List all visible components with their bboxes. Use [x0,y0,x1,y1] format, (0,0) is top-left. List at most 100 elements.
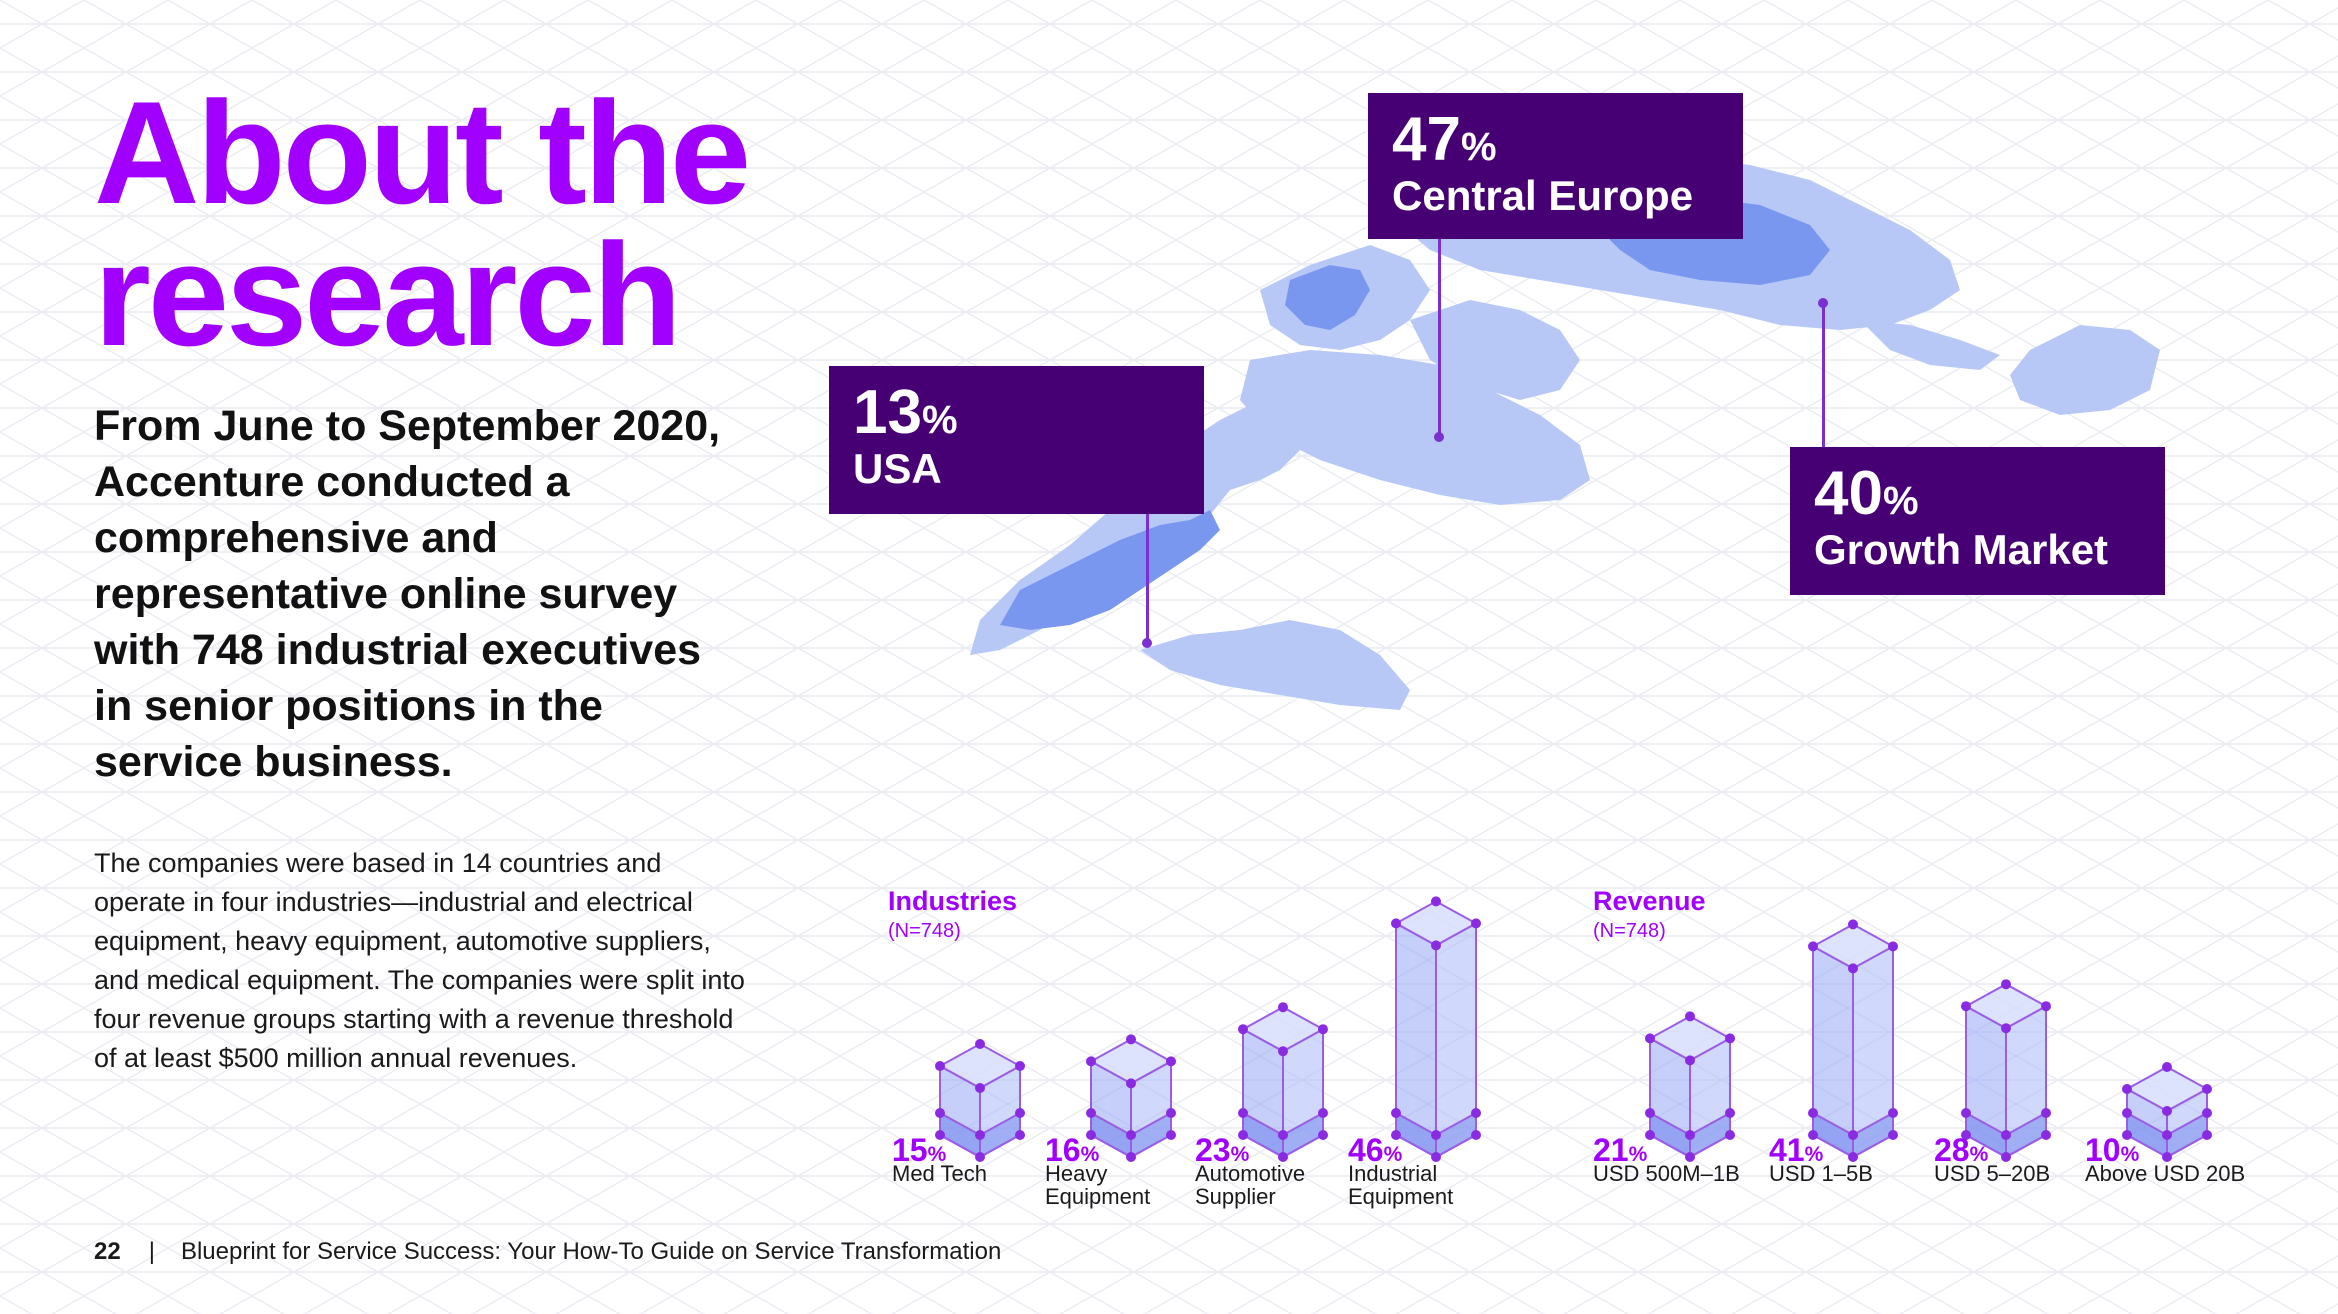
industries-bar-1-vertex-1 [1126,1034,1136,1045]
industries-bar-3-vertex-3 [1431,940,1441,951]
industries-bar-0-vertex-0 [935,1061,945,1071]
revenue-bar-3-vertex-0 [2122,1084,2132,1094]
leader-growth-market [1822,300,1825,450]
revenue-bar-1-vertex-6 [1848,1152,1858,1162]
footer-text: Blueprint for Service Success: Your How-… [180,1238,1002,1265]
industries-sample-size: (N=748) [888,920,961,942]
revenue-bar-3-vertex-4 [2122,1130,2132,1140]
map-central-europe [1285,265,1370,330]
industries-bar-3-vertex-8 [1471,1108,1481,1118]
callout-growth-market: 40% Growth Market [1790,447,2165,595]
footer-separator: | [148,1238,155,1265]
revenue-bar-0-vertex-9 [1685,1130,1695,1140]
revenue-bar-3-vertex-7 [2122,1108,2132,1118]
industries-bar-3-vertex-4 [1391,1130,1401,1140]
page-title: About the research [94,71,751,368]
revenue-label-0: USD 500M–1B [1593,1161,1740,1186]
industries-bar-2-vertex-8 [1318,1108,1328,1118]
footer: 22 | Blueprint for Service Success: Your H… [94,1238,1001,1266]
industries-bar-1-vertex-4 [1086,1130,1096,1140]
callout-usa-label: USA [853,445,942,492]
industries-label-1: Heavy Equipment [1045,1161,1151,1209]
leader-dot-central-europe [1434,432,1444,442]
industries-bar-0-vertex-4 [935,1130,945,1140]
revenue-bar-3-vertex-9 [2162,1130,2172,1140]
revenue-bar-2-vertex-8 [2041,1108,2051,1118]
industries-bar-0-vertex-5 [1015,1130,1025,1140]
revenue-value-2: 28% [1934,1132,1989,1168]
callout-growth-market-label: Growth Market [1814,526,2109,573]
revenue-bar-2-vertex-9 [2001,1130,2011,1140]
industries-bar-0-vertex-7 [935,1108,945,1118]
industries-value-3: 46% [1348,1132,1403,1168]
revenue-bar-2-vertex-2 [2041,1001,2051,1012]
page-number: 22 [94,1238,121,1265]
revenue-label-3: Above USD 20B [2085,1161,2246,1186]
revenue-bar-0-vertex-5 [1725,1130,1735,1140]
revenue-bar-1-vertex-0 [1808,941,1818,952]
map-se-asia [1860,320,2000,370]
revenue-bar-3-vertex-6 [2162,1152,2172,1162]
industries-label-0: Med Tech [892,1161,987,1186]
callout-growth-market-value: 40% [1814,459,1919,528]
industries-bar-2-vertex-1 [1278,1002,1288,1013]
revenue-bar-0-vertex-4 [1645,1130,1655,1140]
industries-bar-2-vertex-0 [1238,1024,1248,1035]
industries-label-3: Industrial Equipment [1348,1161,1454,1209]
revenue-bar-0-vertex-6 [1685,1152,1695,1162]
callout-usa-value: 13% [853,378,958,447]
industries-value-2: 23% [1195,1132,1250,1168]
industries-bar-3-vertex-7 [1391,1108,1401,1118]
industries-bar-1-vertex-3 [1126,1078,1136,1089]
revenue-bar-1-vertex-5 [1888,1130,1898,1140]
revenue-bar-1-vertex-9 [1848,1130,1858,1140]
industries-label-2: Automotive Supplier [1195,1161,1306,1209]
map-africa [1240,350,1590,505]
revenue-bar-2-vertex-0 [1961,1001,1971,1012]
industries-value-0: 15% [892,1132,947,1168]
revenue-bar-1-vertex-4 [1808,1130,1818,1140]
industries-bar-1-vertex-5 [1166,1130,1176,1140]
industries-bar-2-vertex-6 [1278,1152,1288,1162]
industries-bar-0-vertex-2 [1015,1061,1025,1071]
callout-central-europe-label: Central Europe [1392,172,1694,219]
world-map [970,150,2160,710]
map-australia [2010,325,2160,415]
industries-bar-2-vertex-7 [1238,1108,1248,1118]
industries-bar-1-vertex-6 [1126,1152,1136,1162]
revenue-bar-0-vertex-3 [1685,1055,1695,1066]
revenue-bar-3-vertex-5 [2202,1130,2212,1140]
industries-bar-1-vertex-2 [1166,1056,1176,1067]
revenue-bar-0-vertex-8 [1725,1108,1735,1118]
revenue-bar-3-vertex-1 [2162,1062,2172,1072]
industries-bar-0-vertex-8 [1015,1108,1025,1118]
page-title-line-1: About the [94,71,751,234]
revenue-bar-1-vertex-1 [1848,919,1858,930]
revenue-bar-0-vertex-2 [1725,1033,1735,1044]
industries-bar-3-vertex-1 [1431,896,1441,907]
industries-bar-1-vertex-0 [1086,1056,1096,1067]
revenue-bar-2-vertex-7 [1961,1108,1971,1118]
revenue-bar-3-vertex-2 [2202,1084,2212,1094]
industries-bar-1-vertex-7 [1086,1108,1096,1118]
callout-central-europe: 47% Central Europe [1368,93,1743,239]
leader-dot-usa [1142,638,1152,648]
industries-bar-0-vertex-1 [975,1039,985,1049]
revenue-bar-0-vertex-1 [1685,1011,1695,1022]
revenue-bar-3-vertex-3 [2162,1106,2172,1116]
industries-bar-0-vertex-6 [975,1152,985,1162]
industries-value-1: 16% [1045,1132,1100,1168]
leader-usa [1146,512,1149,642]
revenue-bar-1-vertex-3 [1848,963,1858,974]
map-usa [1000,510,1220,630]
industries-bar-0-vertex-9 [975,1130,985,1140]
body-paragraph: The companies were based in 14 countries… [94,848,745,1073]
leader-central-europe [1438,238,1441,436]
revenue-label-2: USD 5–20B [1934,1161,2051,1186]
revenue-sample-size: (N=748) [1593,920,1666,942]
revenue-label-1: USD 1–5B [1769,1161,1873,1186]
revenue-title: Revenue [1593,886,1706,916]
callout-usa: 13% USA [829,366,1204,514]
industries-bar-2-vertex-5 [1318,1130,1328,1140]
